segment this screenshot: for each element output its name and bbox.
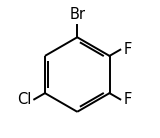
Text: Br: Br <box>69 7 85 22</box>
Text: F: F <box>123 42 132 57</box>
Text: Cl: Cl <box>17 92 32 107</box>
Text: F: F <box>123 92 132 107</box>
